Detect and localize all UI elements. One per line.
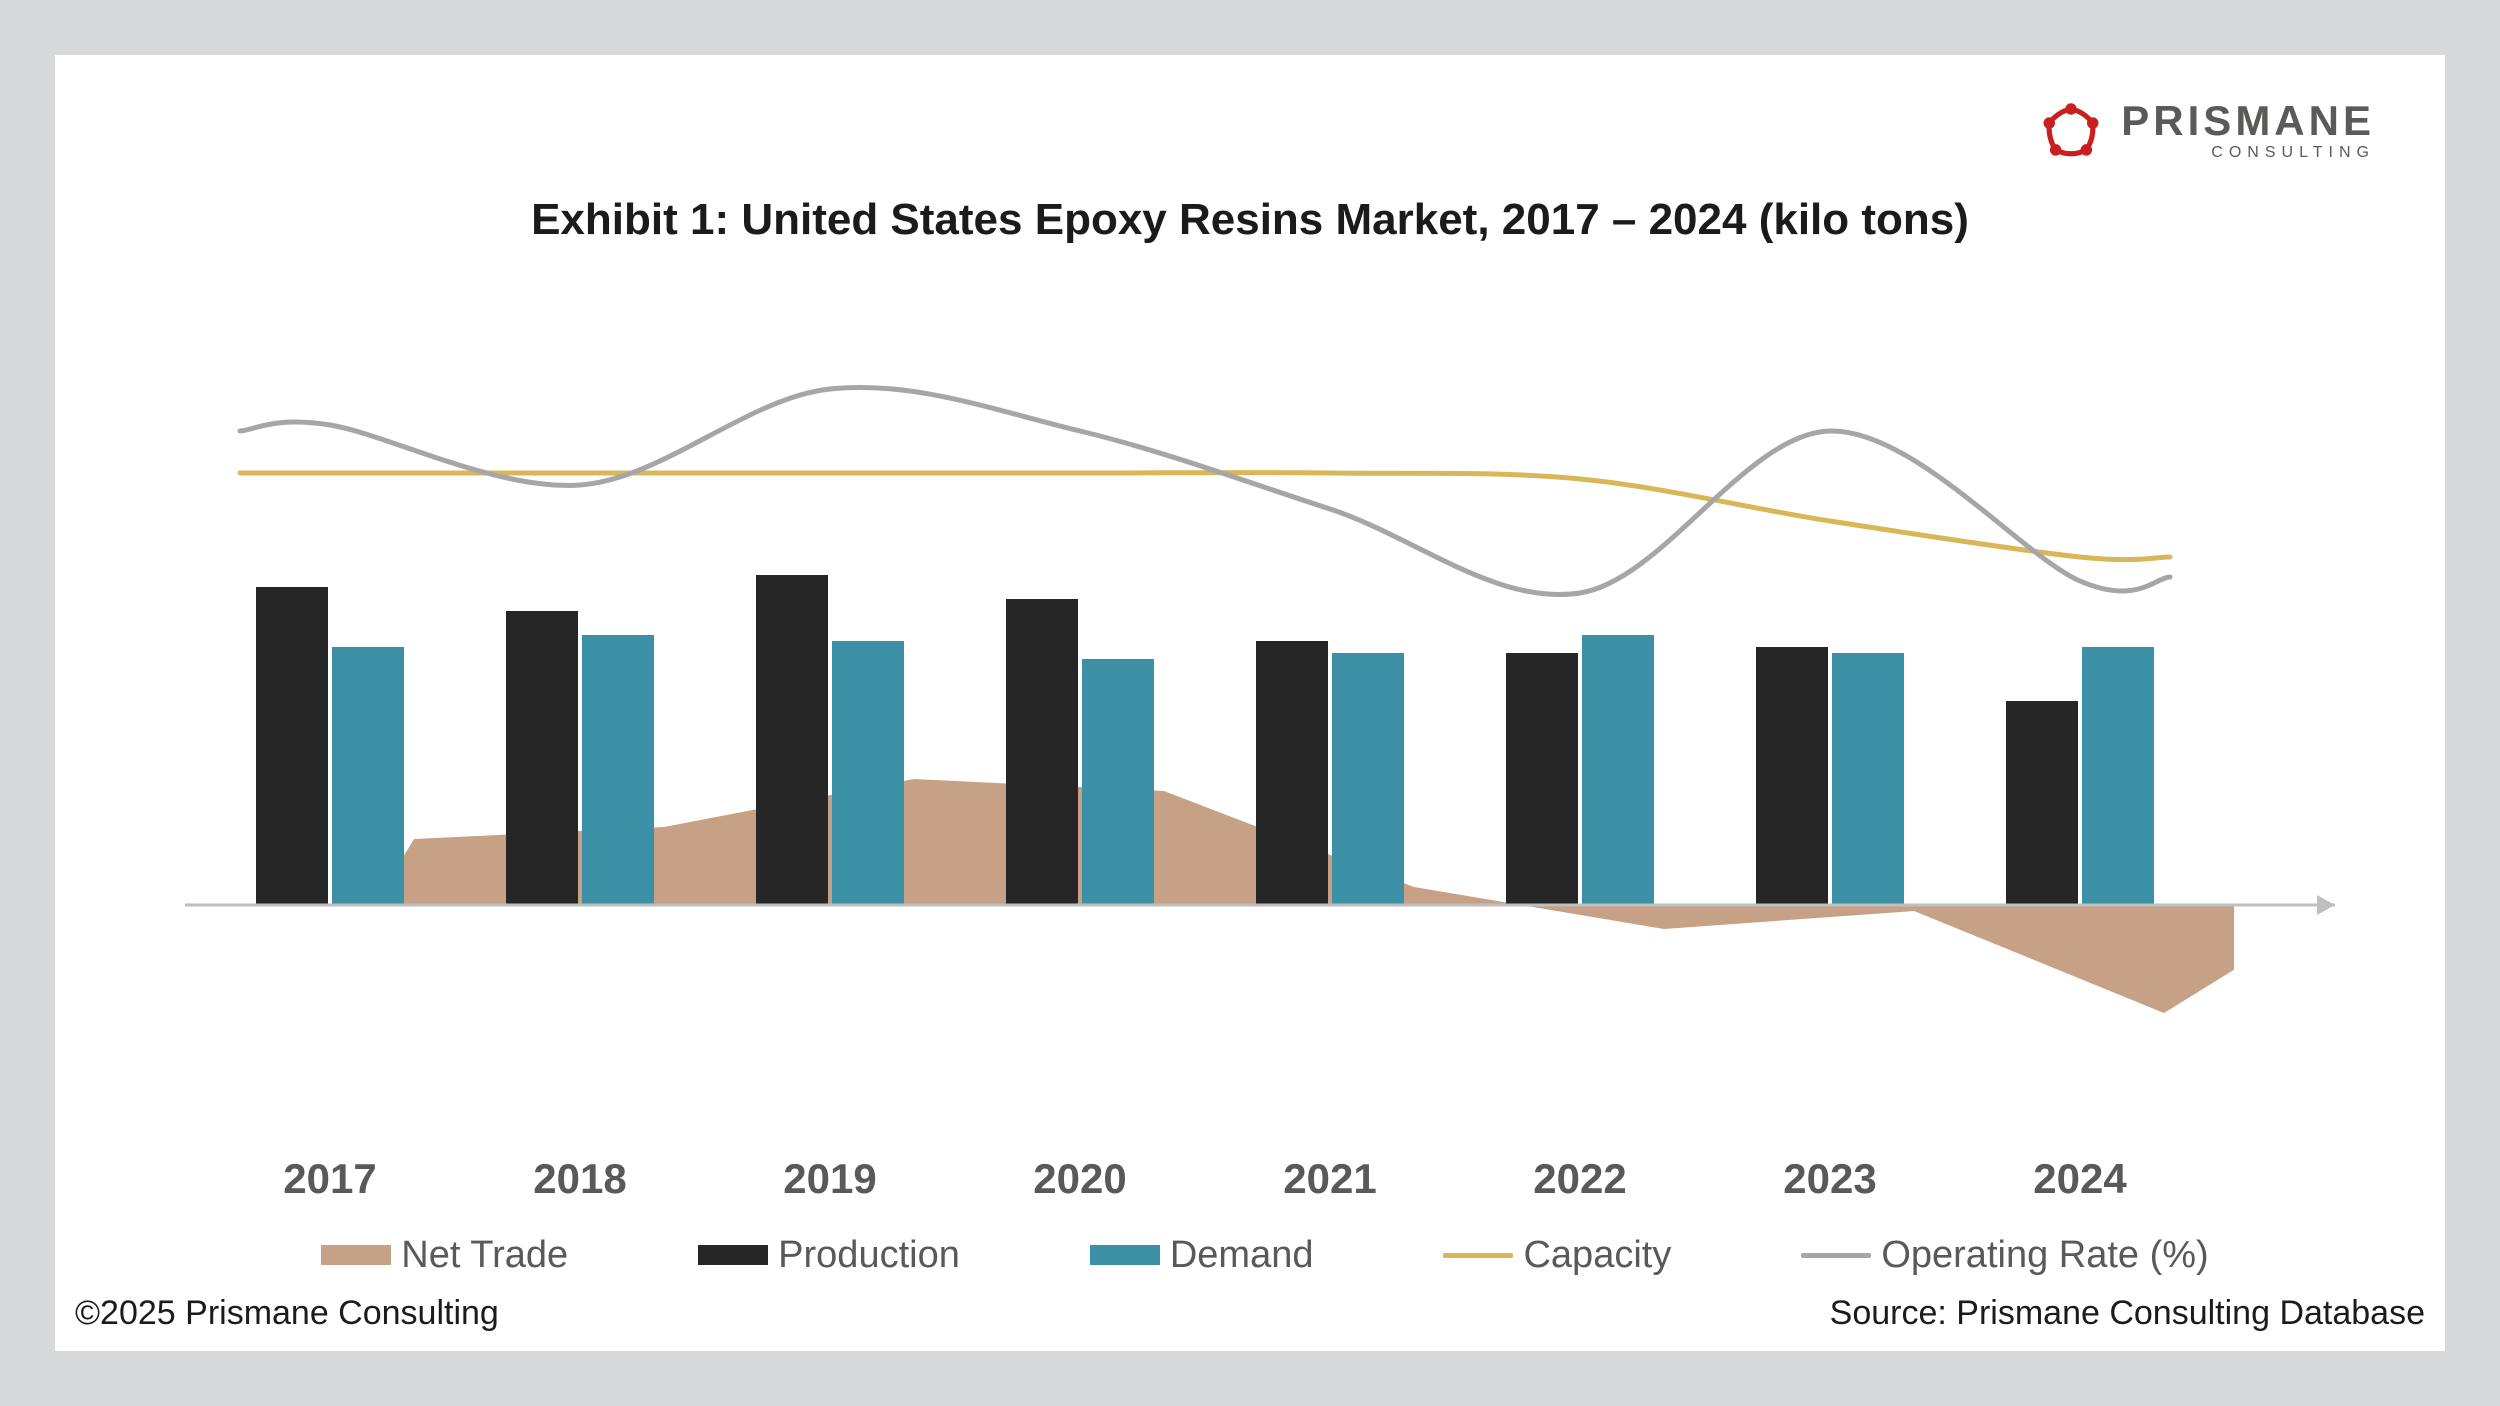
x-axis-label: 2020 (1033, 1155, 1126, 1203)
brand-text: PRISMANE CONSULTING (2121, 100, 2375, 162)
prismane-icon (2039, 100, 2103, 164)
chart-footer: ©2025 Prismane Consulting Source: Prisma… (75, 1294, 2425, 1333)
brand-name: PRISMANE (2121, 100, 2375, 142)
x-axis-label: 2022 (1533, 1155, 1626, 1203)
x-axis-label: 2017 (283, 1155, 376, 1203)
legend-swatch (1801, 1253, 1871, 1258)
operating-rate-line (240, 387, 2170, 594)
demand-bar (832, 641, 904, 905)
production-bar (1756, 647, 1828, 905)
legend-label: Demand (1170, 1234, 1314, 1277)
chart-frame: PRISMANE CONSULTING Exhibit 1: United St… (55, 55, 2445, 1351)
legend-label: Production (778, 1234, 960, 1277)
capacity-line (240, 473, 2170, 560)
demand-bar (1082, 659, 1154, 905)
legend-swatch (1090, 1245, 1160, 1265)
demand-bar (1832, 653, 1904, 905)
production-bar (1006, 599, 1078, 905)
production-bar (1256, 641, 1328, 905)
production-bar (506, 611, 578, 905)
x-axis-label: 2021 (1283, 1155, 1376, 1203)
legend-swatch (321, 1245, 391, 1265)
legend-item-production: Production (698, 1234, 960, 1277)
production-bar (2006, 701, 2078, 905)
chart-plot-area (185, 335, 2345, 1035)
x-axis-arrow-icon (2317, 895, 2335, 915)
demand-bar (2082, 647, 2154, 905)
x-axis-label: 2018 (533, 1155, 626, 1203)
brand-logo: PRISMANE CONSULTING (2039, 100, 2375, 164)
legend-label: Capacity (1523, 1234, 1671, 1277)
production-bar (756, 575, 828, 905)
production-bar (1506, 653, 1578, 905)
x-axis-label: 2024 (2033, 1155, 2126, 1203)
copyright-text: ©2025 Prismane Consulting (75, 1294, 499, 1333)
legend-item-operating-rate: Operating Rate (%) (1801, 1234, 2208, 1277)
chart-title: Exhibit 1: United States Epoxy Resins Ma… (55, 195, 2445, 245)
x-axis-labels: 2017 2018 2019 2020 2021 2022 2023 2024 (185, 1155, 2345, 1215)
production-bar (256, 587, 328, 905)
chart-svg (185, 335, 2345, 1035)
demand-bar (332, 647, 404, 905)
legend-item-net-trade: Net Trade (321, 1234, 568, 1277)
source-text: Source: Prismane Consulting Database (1830, 1294, 2425, 1333)
legend-label: Operating Rate (%) (1881, 1234, 2208, 1277)
legend-swatch (698, 1245, 768, 1265)
legend-label: Net Trade (401, 1234, 568, 1277)
brand-subtitle: CONSULTING (2121, 144, 2375, 162)
chart-legend: Net Trade Production Demand Capacity Operati… (185, 1225, 2345, 1285)
legend-swatch (1443, 1253, 1513, 1258)
demand-bar (1332, 653, 1404, 905)
legend-item-capacity: Capacity (1443, 1234, 1671, 1277)
demand-bar (582, 635, 654, 905)
demand-bar (1582, 635, 1654, 905)
legend-item-demand: Demand (1090, 1234, 1314, 1277)
x-axis-label: 2023 (1783, 1155, 1876, 1203)
x-axis-label: 2019 (783, 1155, 876, 1203)
